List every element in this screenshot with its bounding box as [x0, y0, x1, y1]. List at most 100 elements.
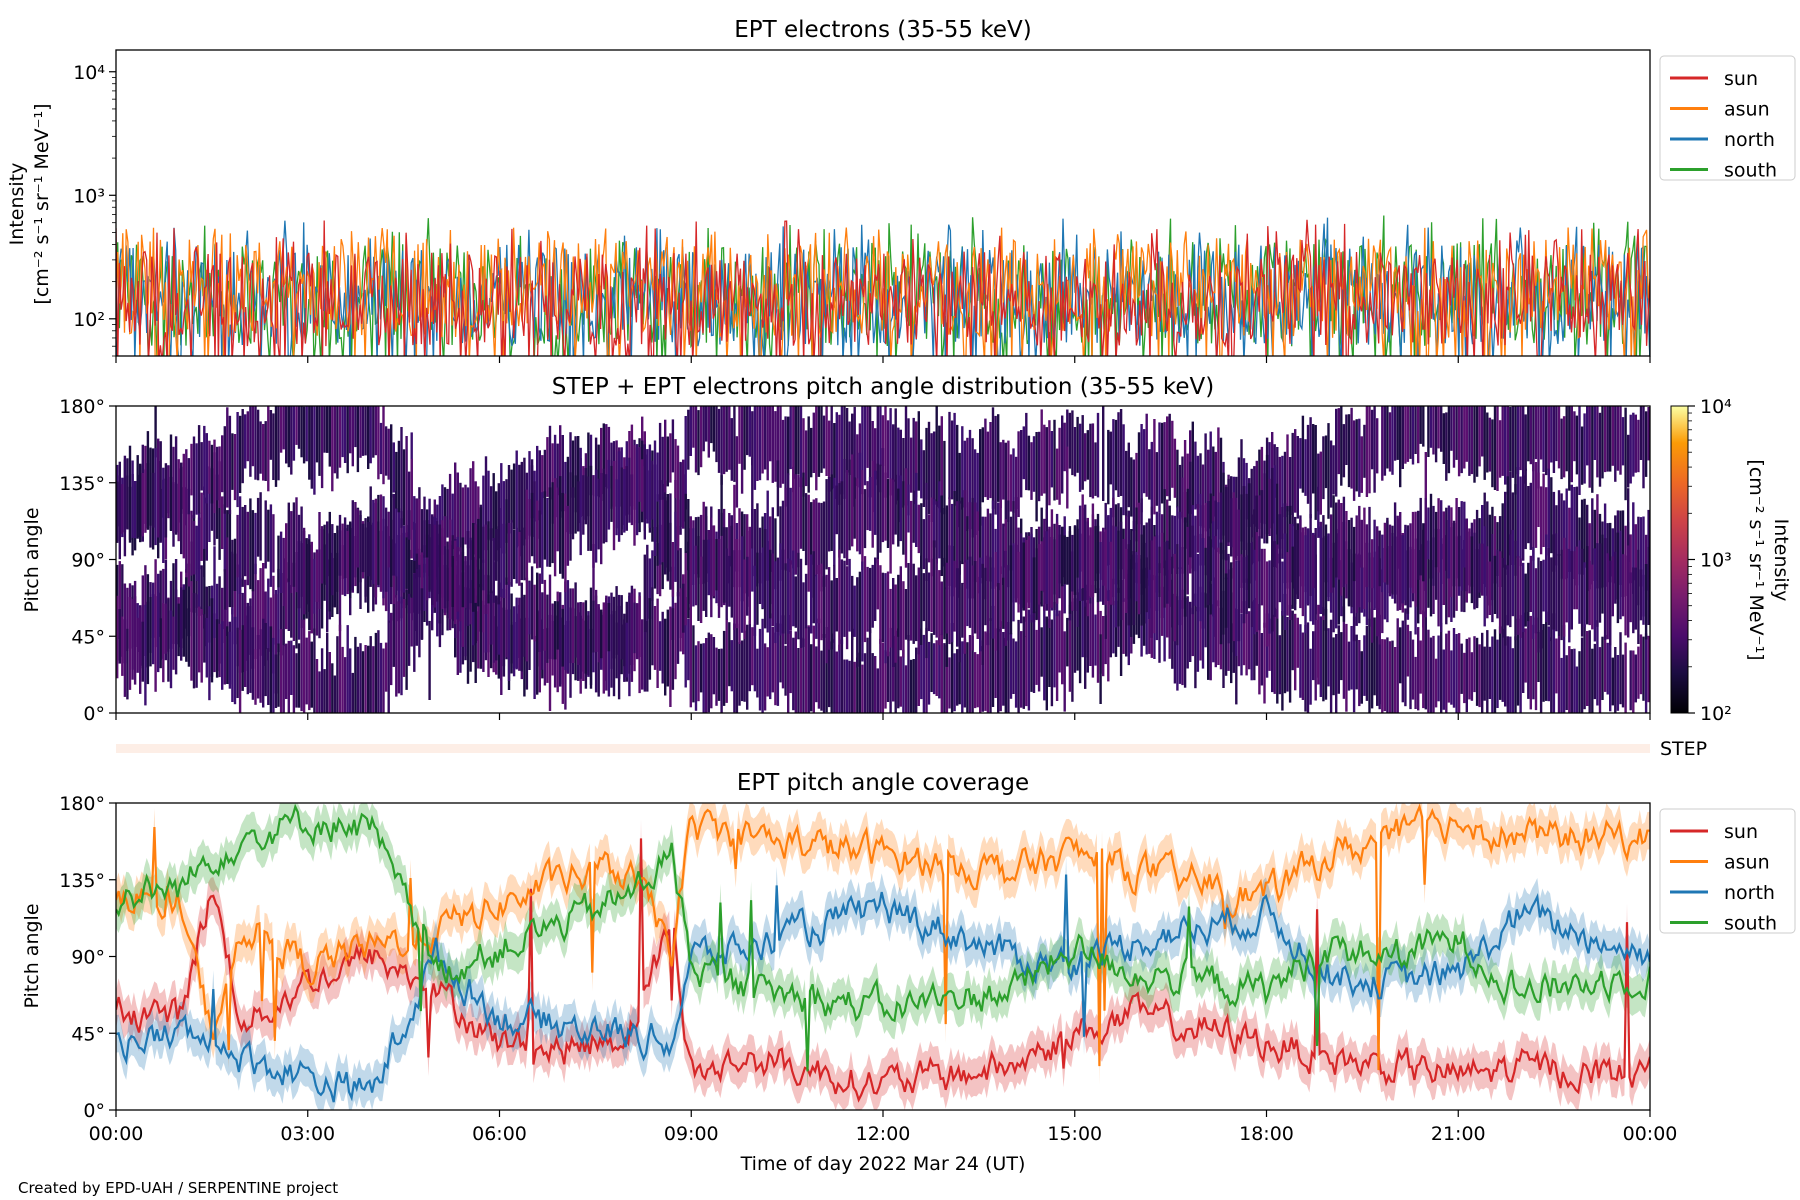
heatmap-cell: [694, 645, 698, 711]
heatmap-cell: [1137, 502, 1141, 584]
heatmap-cell: [1419, 544, 1422, 615]
heatmap-cell: [451, 556, 454, 607]
heatmap-cell: [769, 613, 772, 700]
panel4-y-ticks: 0°45°90°135°180°: [59, 793, 116, 1122]
heatmap-cell: [807, 627, 810, 713]
heatmap-cell: [482, 559, 485, 633]
heatmap-cell: [400, 596, 403, 696]
heatmap-cell: [938, 570, 941, 646]
heatmap-cell: [141, 473, 144, 537]
heatmap-cell: [810, 427, 813, 478]
heatmap-cell: [799, 558, 803, 648]
heatmap-cell: [1352, 616, 1356, 713]
heatmap-cell: [1196, 553, 1200, 612]
heatmap-cell: [1414, 406, 1417, 454]
heatmap-cell: [295, 653, 298, 708]
heatmap-cell: [730, 418, 733, 481]
heatmap-cell: [264, 500, 267, 569]
heatmap-cell: [1488, 417, 1492, 472]
heatmap-cell: [653, 606, 657, 670]
heatmap-cell: [354, 406, 357, 448]
heatmap-cell: [1447, 505, 1451, 579]
heatmap-cell: [1475, 549, 1479, 609]
heatmap-cell: [1624, 642, 1627, 713]
heatmap-cell: [192, 592, 196, 689]
heatmap-cell: [1370, 608, 1374, 709]
heatmap-cell: [1235, 497, 1238, 561]
heatmap-cell: [1319, 616, 1322, 697]
heatmap-cell: [331, 406, 334, 492]
heatmap-cell: [856, 577, 859, 668]
heatmap-cell: [208, 466, 211, 542]
heatmap-cell: [661, 436, 664, 500]
heatmap-cell: [402, 525, 406, 593]
heatmap-cell: [940, 495, 943, 576]
heatmap-cell: [1286, 434, 1289, 512]
panel4-x-tick-label: 00:00: [89, 1123, 144, 1145]
heatmap-cell: [569, 588, 572, 664]
heatmap-cell: [1552, 406, 1556, 473]
heatmap-cell: [953, 653, 956, 712]
heatmap-cell: [835, 651, 838, 713]
heatmap-cell: [874, 656, 877, 713]
heatmap-cell: [1360, 554, 1363, 613]
heatmap-cell: [1312, 534, 1315, 588]
step-label: STEP: [1660, 738, 1707, 760]
heatmap-cell: [738, 406, 741, 464]
heatmap-cell: [756, 503, 759, 587]
heatmap-cell: [1560, 418, 1563, 480]
heatmap-cell: [1447, 406, 1451, 474]
heatmap-cell: [1639, 517, 1643, 587]
heatmap-cell: [159, 618, 162, 669]
heatmap-cell: [505, 577, 508, 658]
heatmap-cell: [1555, 638, 1558, 694]
panel2-x-ticks: [115, 713, 1651, 720]
heatmap-cell: [577, 602, 580, 665]
heatmap-cell: [661, 611, 664, 684]
heatmap-cell: [1527, 486, 1530, 544]
heatmap-cell: [295, 406, 298, 445]
heatmap-cell: [899, 566, 902, 651]
heatmap-cell: [600, 609, 603, 659]
heatmap-cell: [577, 436, 580, 524]
heatmap-cell: [1329, 440, 1333, 508]
heatmap-cell: [1212, 604, 1215, 663]
heatmap-cell: [1194, 535, 1197, 606]
heatmap-cell: [858, 571, 862, 667]
heatmap-cell: [589, 434, 593, 496]
heatmap-cell: [1271, 614, 1274, 693]
heatmap-cell: [597, 604, 600, 663]
heatmap-cell: [372, 499, 375, 585]
heatmap-cell: [746, 624, 749, 710]
heatmap-cell: [687, 499, 690, 571]
heatmap-cell: [807, 494, 810, 592]
heatmap-cell: [548, 487, 552, 567]
heatmap-cell: [740, 406, 744, 494]
heatmap-cell: [315, 659, 319, 713]
heatmap-cell: [997, 414, 1000, 502]
heatmap-cell: [884, 573, 887, 664]
heatmap-cell: [643, 554, 646, 633]
heatmap-cell: [405, 525, 408, 589]
heatmap-cell: [279, 629, 283, 713]
heatmap-cell: [1173, 515, 1177, 569]
heatmap-cell: [722, 527, 726, 603]
panel1-y-tick-label: 10³: [73, 185, 105, 207]
heatmap-cell: [966, 437, 969, 532]
heatmap-cell: [1260, 548, 1264, 606]
panel1-title: EPT electrons (35-55 keV): [734, 17, 1031, 43]
panel2-title: STEP + EPT electrons pitch angle distrib…: [552, 374, 1214, 400]
heatmap-cell: [1601, 406, 1604, 479]
heatmap-cell: [943, 643, 946, 713]
heatmap-cell: [433, 524, 436, 608]
heatmap-cell: [651, 550, 654, 601]
heatmap-cell: [338, 514, 342, 576]
heatmap-cell: [774, 518, 777, 590]
heatmap-cell: [909, 550, 913, 641]
heatmap-cell: [804, 627, 808, 713]
heatmap-cell: [1281, 561, 1284, 616]
heatmap-cell: [694, 545, 698, 606]
heatmap-cell: [1447, 630, 1451, 703]
